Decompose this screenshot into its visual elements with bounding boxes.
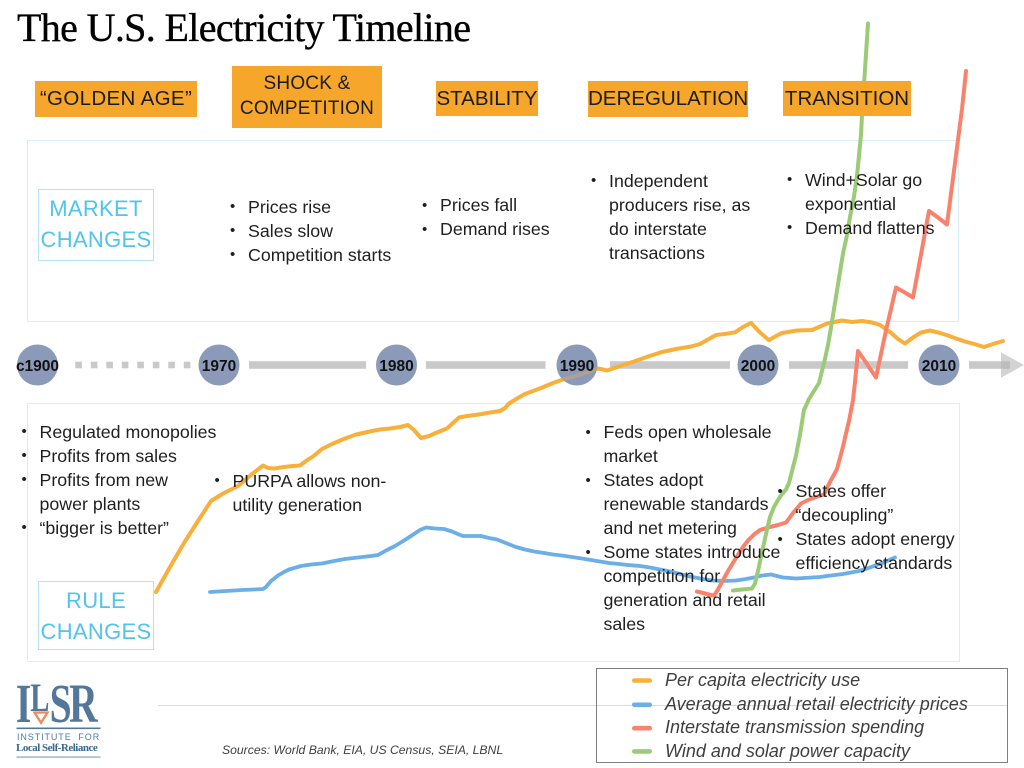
svg-text:1990: 1990 <box>560 358 594 375</box>
svg-text:R: R <box>69 674 99 735</box>
svg-text:1970: 1970 <box>202 358 236 375</box>
svg-text:S: S <box>50 674 72 735</box>
svg-text:L: L <box>30 675 49 720</box>
svg-text:2010: 2010 <box>922 358 956 375</box>
svg-text:I: I <box>16 674 31 735</box>
svg-text:1980: 1980 <box>379 358 413 375</box>
svg-text:c1900: c1900 <box>16 358 59 375</box>
svg-text:2000: 2000 <box>741 358 775 375</box>
